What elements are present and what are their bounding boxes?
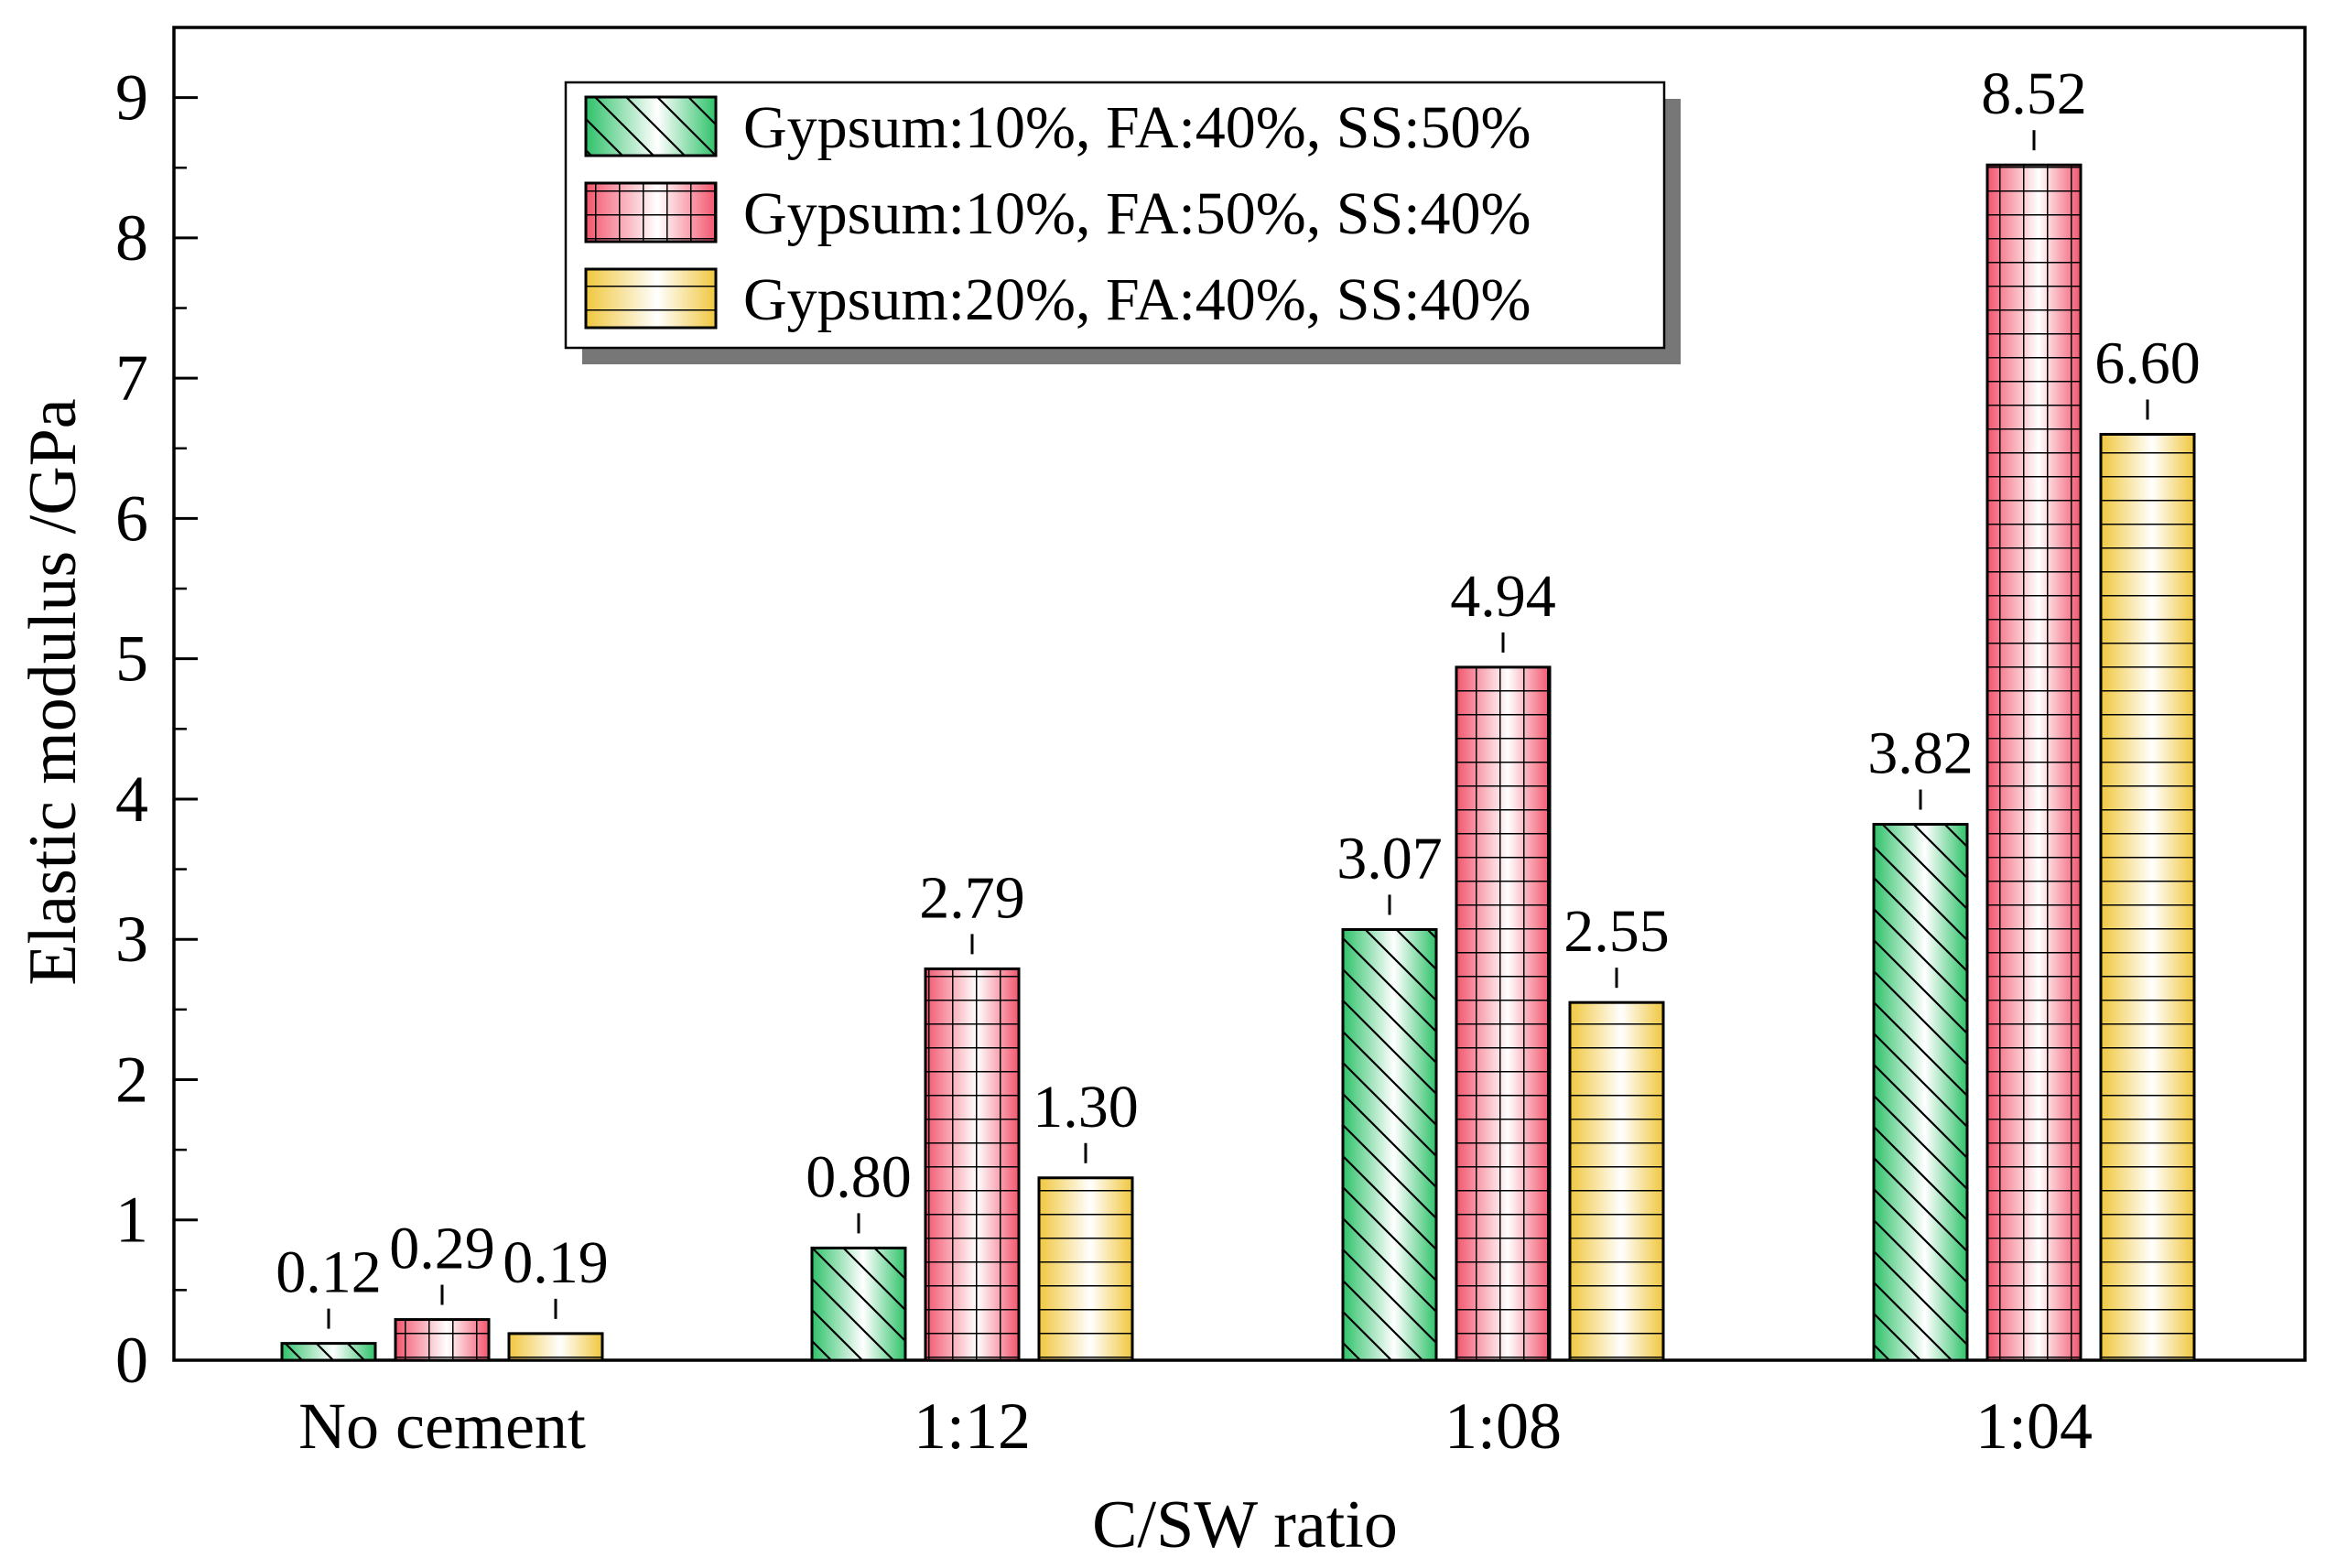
- y-tick-label: 1: [115, 1184, 148, 1257]
- y-tick-label: 2: [115, 1043, 148, 1116]
- bar-3-2: [1037, 1176, 1134, 1362]
- data-label: 0.12: [276, 1239, 382, 1306]
- x-category-label: 1:08: [1444, 1390, 1562, 1463]
- y-axis-title: Elastic modulus /GPa: [16, 398, 91, 985]
- legend-swatch-1: [584, 95, 718, 157]
- bar-2-2: [924, 967, 1021, 1362]
- bar-1-2: [810, 1246, 907, 1362]
- plot-frame: [172, 26, 2307, 1362]
- bar-2-3: [1455, 665, 1552, 1362]
- data-label: 0.19: [503, 1229, 609, 1296]
- x-category-label: 1:04: [1975, 1390, 2093, 1463]
- data-label: 0.29: [389, 1216, 495, 1282]
- x-axis-title: C/SW ratio: [1092, 1487, 1398, 1563]
- y-tick-label: 8: [115, 201, 148, 275]
- bars-group: [280, 163, 2196, 1362]
- x-category-label: No cement: [298, 1390, 586, 1463]
- bar-2-4: [1985, 163, 2083, 1362]
- legend-swatch-3: [584, 267, 718, 330]
- bar-2-1: [394, 1318, 491, 1362]
- bar-3-3: [1568, 1000, 1665, 1362]
- y-tick-label: 6: [115, 481, 148, 555]
- data-labels-group: 0.12 0.29 0.19 0.80 2.79 1.30 3.07 4.94 2.55 3.82…: [276, 60, 2201, 1329]
- y-tick-label: 4: [115, 762, 148, 836]
- bar-3-1: [507, 1332, 604, 1362]
- data-label: 3.82: [1867, 720, 1974, 787]
- legend: Gypsum:10%, FA:40%, SS:50% Gypsum:10%, FA…: [564, 81, 1681, 364]
- legend-swatch-2: [584, 181, 718, 243]
- data-label: 1.30: [1033, 1074, 1139, 1141]
- legend-box: [564, 81, 1666, 350]
- y-tick-label: 3: [115, 903, 148, 976]
- data-label: 6.60: [2094, 330, 2201, 396]
- y-tick-label: 9: [115, 61, 148, 135]
- y-tick-label: 0: [115, 1324, 148, 1397]
- axes: 0 1 2 3 4 5 6 7 8 9 No cement 1:12 1:08 1:04: [115, 26, 2307, 1463]
- y-tick-label: 5: [115, 622, 148, 696]
- legend-label-3: Gypsum:20%, FA:40%, SS:40%: [743, 266, 1531, 333]
- legend-label-2: Gypsum:10%, FA:50%, SS:40%: [743, 180, 1531, 247]
- data-label: 2.55: [1563, 898, 1670, 965]
- data-label: 3.07: [1336, 825, 1443, 892]
- x-category-label: 1:12: [914, 1390, 1031, 1463]
- bar-3-4: [2099, 432, 2196, 1362]
- bar-1-1: [280, 1342, 377, 1362]
- data-label: 0.80: [806, 1143, 912, 1210]
- bar-1-4: [1872, 823, 1969, 1362]
- legend-label-1: Gypsum:10%, FA:40%, SS:50%: [743, 94, 1531, 161]
- bar-1-3: [1341, 927, 1438, 1362]
- y-tick-label: 7: [115, 341, 148, 415]
- data-label: 8.52: [1981, 60, 2087, 127]
- data-label: 4.94: [1450, 563, 1556, 630]
- data-label: 2.79: [919, 864, 1025, 931]
